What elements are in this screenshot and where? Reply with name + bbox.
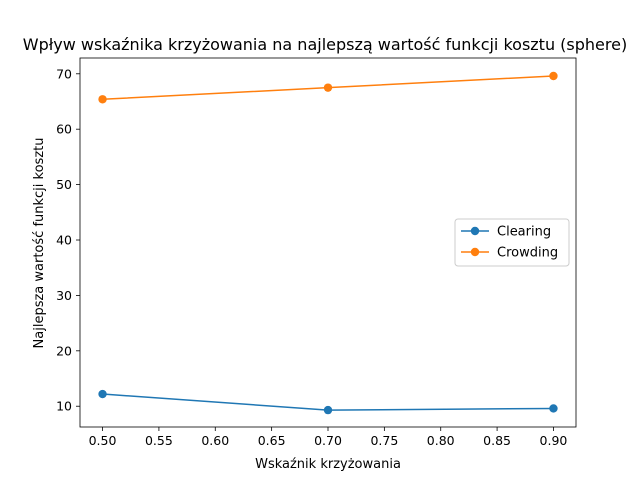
x-tick-label: 0.85 — [483, 433, 511, 448]
y-tick-label: 70 — [56, 66, 72, 81]
x-tick-label: 0.70 — [314, 433, 342, 448]
legend-marker-crowding — [470, 247, 480, 257]
data-point-crowding-0 — [98, 95, 107, 104]
data-point-crowding-1 — [323, 83, 333, 92]
y-tick-label: 10 — [56, 399, 72, 414]
data-point-crowding-2 — [549, 71, 558, 81]
legend-label-crowding: Crowding — [497, 246, 558, 261]
legend-label-clearing: Clearing — [497, 225, 551, 240]
y-tick-label: 20 — [56, 343, 72, 358]
x-tick-label: 0.75 — [370, 433, 398, 448]
y-tick-label: 40 — [56, 233, 72, 248]
x-tick-label: 0.55 — [145, 433, 173, 448]
legend-marker-clearing — [470, 226, 480, 236]
data-point-clearing-2 — [549, 404, 558, 413]
y-axis-label: Najlepsza wartość funkcji kosztu — [32, 138, 47, 349]
x-tick-label: 0.65 — [258, 433, 286, 448]
x-axis-label: Wskaźnik krzyżowania — [255, 457, 401, 472]
data-point-clearing-1 — [323, 405, 333, 415]
chart-title: Wpływ wskaźnika krzyżowania na najlepszą… — [23, 35, 627, 54]
x-tick-label: 0.60 — [201, 433, 229, 448]
y-tick-label: 60 — [56, 122, 72, 137]
x-tick-label: 0.50 — [89, 433, 117, 448]
y-tick-label: 30 — [56, 288, 72, 303]
plot-area: 0.50 0.55 0.60 0.65 0.70 0.75 0.80 0.85 0.90 10 20… — [56, 57, 577, 448]
x-tick-label: 0.90 — [540, 433, 568, 448]
data-point-clearing-0 — [98, 389, 107, 399]
legend: Clearing Crowding — [454, 218, 570, 267]
x-tick-label: 0.80 — [427, 433, 455, 448]
y-tick-label: 50 — [56, 177, 72, 192]
